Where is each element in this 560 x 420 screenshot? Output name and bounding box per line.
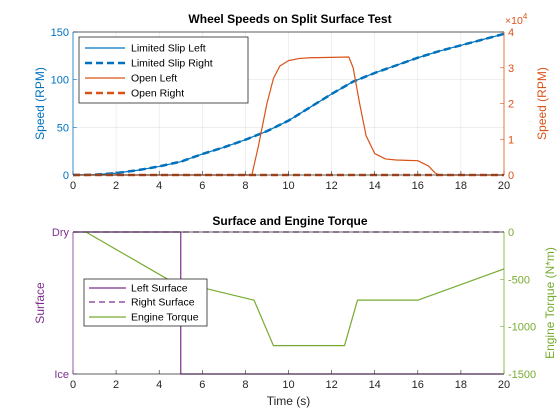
right-y-tick-label: -1500 xyxy=(508,369,536,381)
x-tick-label: 18 xyxy=(455,180,467,192)
legend-item-limited-slip-right: Limited Slip Right xyxy=(85,58,213,70)
bottom-right-ylabel: Engine Torque (N*m) xyxy=(543,247,557,359)
x-tick-label: 16 xyxy=(412,379,424,391)
legend-label-limited-slip-left: Limited Slip Left xyxy=(131,43,206,55)
legend-label-open-right: Open Right xyxy=(131,88,184,100)
x-tick-label: 4 xyxy=(156,379,162,391)
x-tick-label: 12 xyxy=(325,180,337,192)
x-tick-label: 12 xyxy=(325,379,337,391)
top-legend: Limited Slip Left Limited Slip Right Ope… xyxy=(78,36,249,104)
bottom-left-ylabel: Surface xyxy=(33,282,47,324)
x-tick-label: 14 xyxy=(369,379,381,391)
x-tick-label: 2 xyxy=(113,180,119,192)
x-tick-label: 16 xyxy=(412,180,424,192)
x-tick-label: 2 xyxy=(113,379,119,391)
x-tick-label: 6 xyxy=(199,379,205,391)
x-tick-label: 20 xyxy=(498,180,510,192)
right-y-tick-label: -500 xyxy=(508,274,530,286)
x-tick-label: 8 xyxy=(242,180,248,192)
legend-label-open-left: Open Left xyxy=(131,73,177,85)
left-y-tick-label: Dry xyxy=(52,227,70,239)
legend-item-engine-torque: Engine Torque xyxy=(89,312,199,324)
x-tick-label: 20 xyxy=(498,379,510,391)
x-tick-label: 6 xyxy=(199,180,205,192)
left-y-tick-label: 100 xyxy=(51,75,69,87)
top-right-ylabel: Speed (RPM) xyxy=(535,67,549,140)
legend-item-limited-slip-left: Limited Slip Left xyxy=(85,43,206,55)
left-y-tick-label: 0 xyxy=(63,170,69,182)
right-y-tick-label: 2 xyxy=(508,99,514,111)
top-right-axis-exponent: ×104 xyxy=(505,12,528,27)
surface-torque-panel: Surface and Engine Torque 0 2 4 6 8 10 12 14 16 1… xyxy=(33,214,557,408)
series-line-limited-slip-right xyxy=(72,32,505,177)
legend-label-engine-torque: Engine Torque xyxy=(131,312,199,324)
right-y-tick-label: 4 xyxy=(508,27,514,39)
right-y-tick-label: 3 xyxy=(508,63,514,75)
right-y-tick-label: 0 xyxy=(508,227,514,239)
right-y-tick-label: 1 xyxy=(508,134,514,146)
legend-label-limited-slip-right: Limited Slip Right xyxy=(131,58,213,70)
left-y-tick-label: 150 xyxy=(51,27,69,39)
top-chart-title: Wheel Speeds on Split Surface Test xyxy=(188,12,391,26)
x-tick-label: 0 xyxy=(70,379,76,391)
wheel-speeds-panel: Wheel Speeds on Split Surface Test 0 2 4 6 8… xyxy=(33,12,549,192)
right-y-tick-label: 0 xyxy=(508,170,514,182)
series-line-open-left xyxy=(73,56,504,176)
legend-item-left-surface: Left Surface xyxy=(89,283,188,295)
legend-label-right-surface: Right Surface xyxy=(131,297,195,309)
bottom-xlabel: Time (s) xyxy=(267,394,311,408)
x-tick-label: 8 xyxy=(242,379,248,391)
legend-item-open-left: Open Left xyxy=(85,73,177,85)
x-tick-label: 0 xyxy=(70,180,76,192)
bottom-legend: Left Surface Right Surface Engine Torque xyxy=(83,278,208,327)
x-tick-label: 10 xyxy=(282,180,294,192)
bottom-chart-title: Surface and Engine Torque xyxy=(212,214,367,228)
legend-item-right-surface: Right Surface xyxy=(89,297,195,309)
right-y-tick-label: -1000 xyxy=(508,322,536,334)
x-tick-label: 10 xyxy=(282,379,294,391)
legend-label-left-surface: Left Surface xyxy=(131,283,188,295)
left-y-tick-label: Ice xyxy=(54,369,69,381)
x-tick-label: 18 xyxy=(455,379,467,391)
x-tick-label: 4 xyxy=(156,180,162,192)
top-left-ylabel: Speed (RPM) xyxy=(33,67,47,140)
left-y-tick-label: 50 xyxy=(57,122,69,134)
x-tick-label: 14 xyxy=(369,180,381,192)
legend-item-open-right: Open Right xyxy=(85,88,184,100)
